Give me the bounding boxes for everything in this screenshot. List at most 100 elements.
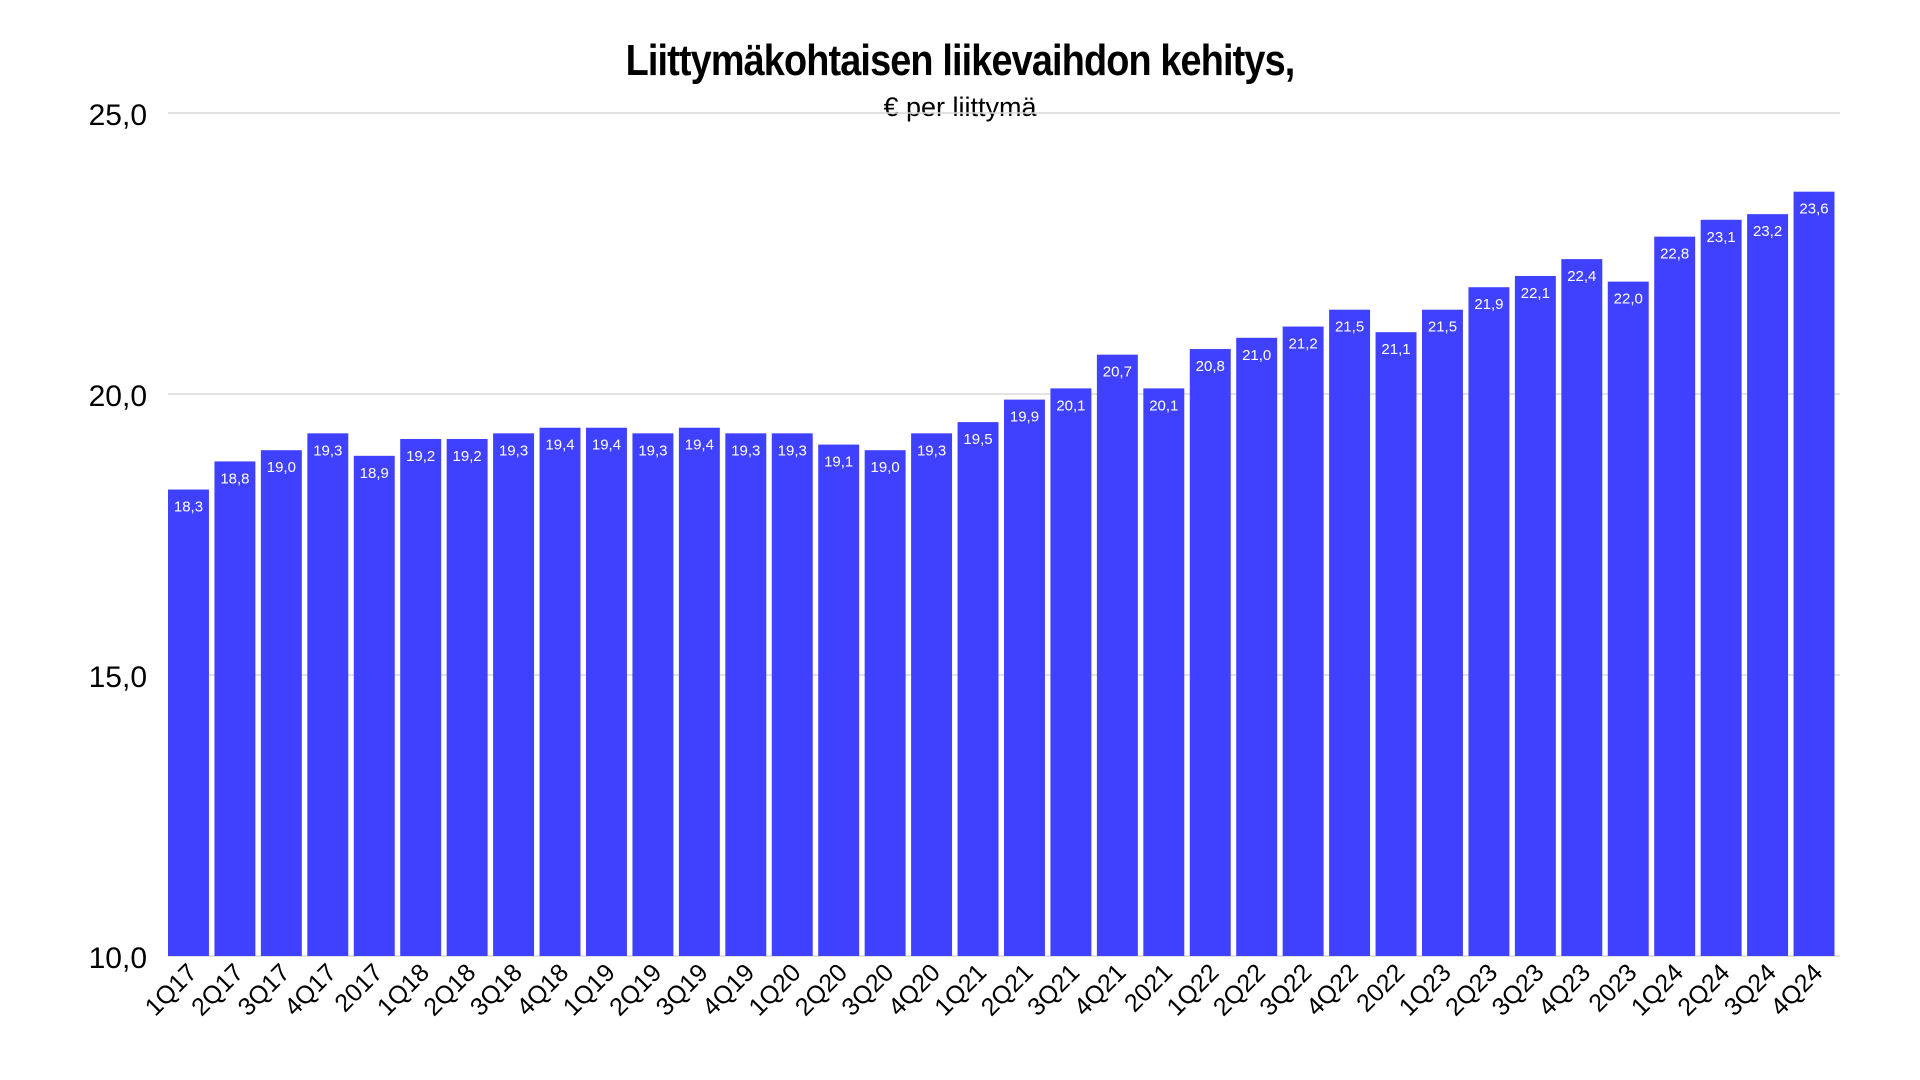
x-tick-label: 1Q17 — [140, 958, 203, 1021]
x-tick-label: 1Q18 — [372, 958, 435, 1021]
bar-value-label: 23,1 — [1707, 229, 1736, 246]
bar-value-label: 21,9 — [1474, 296, 1503, 313]
bar-value-label: 19,3 — [917, 442, 946, 459]
bar — [911, 433, 953, 957]
x-axis-tick-labels: 1Q172Q173Q174Q1720171Q182Q183Q184Q181Q19… — [140, 958, 1829, 1021]
x-tick-label: 3Q23 — [1487, 958, 1550, 1021]
bar — [586, 427, 627, 957]
bar — [1004, 399, 1045, 956]
bar-value-label: 19,3 — [638, 442, 667, 459]
bar — [539, 427, 581, 957]
x-tick-label: 4Q21 — [1069, 958, 1132, 1021]
bar — [353, 455, 395, 956]
x-tick-label: 4Q20 — [883, 958, 946, 1021]
bar-value-label: 19,3 — [313, 442, 342, 459]
bar-value-label: 19,3 — [778, 442, 807, 459]
bar — [771, 433, 813, 957]
bar — [957, 422, 999, 957]
bar-value-label: 19,2 — [453, 448, 482, 465]
bar — [1375, 332, 1417, 956]
bar — [1793, 191, 1835, 956]
bar-value-label: 21,0 — [1242, 347, 1271, 364]
bar — [1282, 326, 1324, 956]
bar-value-label: 22,1 — [1521, 285, 1550, 302]
bar-value-label: 22,4 — [1567, 268, 1596, 285]
bar-value-label: 19,5 — [963, 431, 992, 448]
bar — [1422, 309, 1463, 956]
x-tick-label: 2Q24 — [1672, 958, 1735, 1021]
bar — [725, 433, 767, 957]
x-tick-label: 1Q22 — [1161, 958, 1224, 1021]
bar-value-label: 20,8 — [1196, 358, 1225, 375]
bar-value-label: 23,6 — [1799, 201, 1828, 218]
bar-value-label: 19,0 — [267, 459, 296, 476]
x-tick-label: 4Q18 — [511, 958, 574, 1021]
y-axis-tick-labels: 10,0 15,0 20,0 25,0 — [89, 99, 147, 975]
y-tick-label: 15,0 — [89, 661, 147, 694]
bar-value-label: 18,8 — [220, 470, 249, 487]
x-tick-label: 4Q22 — [1301, 958, 1364, 1021]
bar-value-label: 19,3 — [499, 442, 528, 459]
x-tick-label: 3Q24 — [1719, 958, 1782, 1021]
x-tick-label: 2Q18 — [418, 958, 481, 1021]
bar — [632, 433, 674, 957]
bar — [1747, 214, 1789, 956]
bar-value-label: 19,9 — [1010, 409, 1039, 426]
x-tick-label: 4Q17 — [279, 958, 342, 1021]
x-tick-label: 4Q23 — [1533, 958, 1596, 1021]
x-tick-label: 2Q20 — [790, 958, 853, 1021]
x-tick-label: 1Q20 — [743, 958, 806, 1021]
bar-value-label: 19,4 — [592, 437, 621, 454]
bar-value-label: 22,8 — [1660, 246, 1689, 263]
bar — [1700, 219, 1742, 956]
bar-value-label: 21,5 — [1335, 319, 1364, 336]
bar — [446, 438, 488, 957]
bar-value-label: 19,1 — [824, 454, 853, 471]
chart-title: Liittymäkohtaisen liikevaihdon kehitys, — [625, 36, 1296, 85]
bar — [1236, 337, 1278, 956]
bar-value-label: 20,7 — [1103, 364, 1132, 381]
bar — [400, 438, 442, 957]
x-tick-label: 3Q20 — [836, 958, 899, 1021]
x-tick-label: 1Q23 — [1394, 958, 1457, 1021]
bar — [1189, 349, 1231, 956]
bar — [493, 433, 535, 957]
bar-value-label: 20,1 — [1149, 397, 1178, 414]
bar — [1607, 281, 1649, 957]
bar — [1561, 259, 1603, 956]
bar — [1654, 236, 1696, 956]
bar-value-label: 22,0 — [1614, 291, 1643, 308]
bar — [818, 444, 860, 956]
bar — [1329, 309, 1371, 956]
x-tick-label: 2Q17 — [186, 958, 249, 1021]
chart-subtitle: € per liittymä — [883, 92, 1037, 122]
bar-value-label: 21,5 — [1428, 319, 1457, 336]
x-tick-label: 1Q24 — [1626, 958, 1689, 1021]
y-tick-label: 20,0 — [89, 380, 147, 413]
x-tick-label: 3Q18 — [465, 958, 528, 1021]
bar-value-label: 19,4 — [545, 437, 574, 454]
bar — [678, 427, 720, 957]
bar-value-label: 23,2 — [1753, 223, 1782, 240]
value-labels: 18,3 18,8 19,0 19,3 18,9 19,2 19,2 19,3 19,4 19,4… — [174, 201, 1829, 516]
x-tick-label: 3Q19 — [651, 958, 714, 1021]
bar — [168, 489, 209, 956]
x-tick-label: 4Q19 — [697, 958, 760, 1021]
bar — [1468, 287, 1510, 957]
bars — [168, 191, 1835, 957]
bar — [260, 450, 302, 956]
bar — [307, 433, 349, 957]
bar-value-label: 21,1 — [1381, 341, 1410, 358]
x-tick-label: 1Q19 — [558, 958, 621, 1021]
bar-value-label: 19,3 — [731, 442, 760, 459]
bar — [1514, 275, 1556, 957]
bar — [214, 461, 256, 956]
bar — [1050, 388, 1092, 956]
bar-value-label: 21,2 — [1289, 336, 1318, 353]
bar-value-label: 19,0 — [871, 459, 900, 476]
x-tick-label: 3Q22 — [1254, 958, 1317, 1021]
x-tick-label: 2Q22 — [1208, 958, 1271, 1021]
x-tick-label: 2Q19 — [604, 958, 667, 1021]
